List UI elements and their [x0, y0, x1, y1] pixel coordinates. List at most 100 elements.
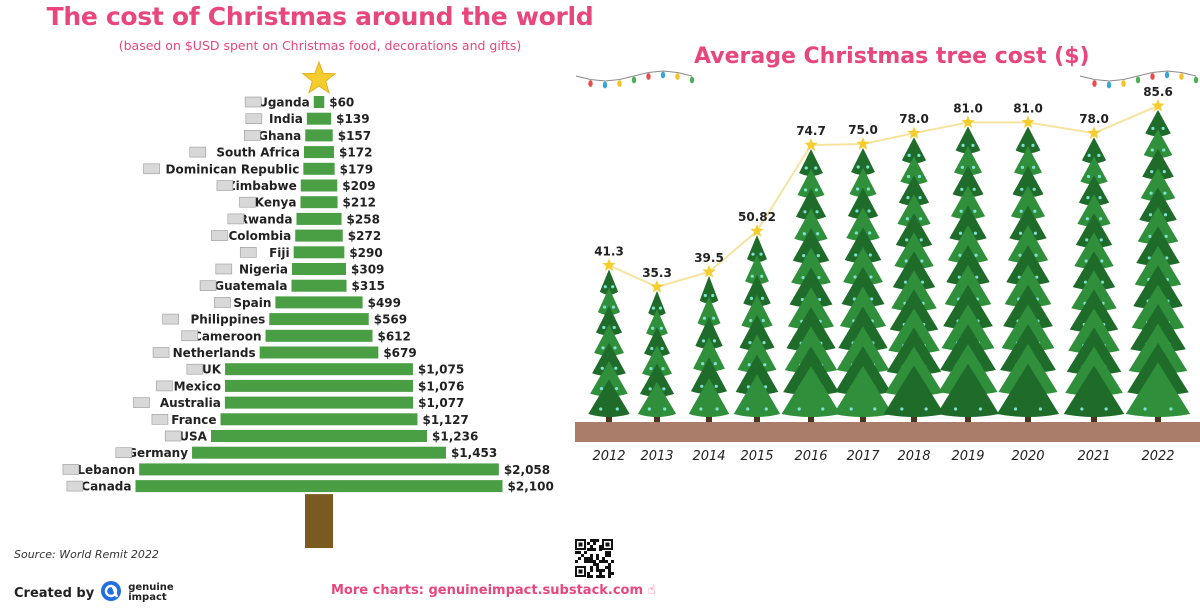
data-point-star-2014: [702, 264, 716, 278]
country-label: South Africa: [216, 146, 300, 160]
flag-icon: [156, 380, 173, 392]
country-label: UK: [202, 363, 222, 377]
country-label: Lebanon: [77, 463, 135, 477]
tree-top-star-icon: [301, 60, 337, 94]
value-label: $309: [351, 263, 384, 277]
created-by-label: Created by: [14, 585, 95, 601]
flag-icon: [143, 163, 160, 175]
flag-icon: [189, 146, 207, 158]
flag-icon: [216, 180, 234, 191]
country-label: Zimbabwe: [227, 179, 297, 193]
ground-strip: [575, 422, 1200, 442]
flag-icon: [214, 297, 231, 308]
lights-left-icon: [575, 70, 695, 89]
brand-name: genuine impact: [128, 582, 174, 603]
country-label: Colombia: [229, 229, 292, 243]
bar-fiji: [293, 246, 345, 259]
year-label-2022: 2022: [1141, 449, 1174, 464]
bar-colombia: [295, 229, 343, 242]
left-chart-subtitle: (based on $USD spent on Christmas food, …: [118, 38, 522, 53]
tree-2017: [833, 148, 893, 422]
tree-2019: [936, 126, 1000, 422]
value-label: $1,127: [422, 413, 468, 427]
value-label: $179: [340, 162, 373, 176]
value-label-2014: 39.5: [694, 251, 724, 265]
bar-mexico: [224, 379, 414, 392]
bar-india: [306, 112, 332, 125]
bar-dominican-republic: [303, 162, 335, 175]
flag-icon: [133, 397, 150, 408]
value-label: $679: [383, 346, 416, 360]
value-label-2022: 85.6: [1143, 85, 1173, 99]
data-point-star-2022: [1151, 98, 1165, 112]
value-label: $315: [352, 279, 385, 293]
data-point-star-2015: [750, 224, 764, 237]
tree-2021: [1063, 137, 1125, 422]
series-line: [608, 104, 1159, 288]
year-label-2015: 2015: [740, 449, 773, 464]
flag-icon: [186, 363, 204, 375]
value-label: $499: [368, 296, 401, 310]
bar-nigeria: [291, 263, 347, 275]
bar-philippines: [269, 313, 369, 326]
bar-zimbabwe: [300, 179, 338, 192]
tree-trunk: [305, 494, 333, 548]
data-point-star-2018: [907, 126, 921, 139]
bar-australia: [224, 396, 414, 409]
country-label: Kenya: [255, 196, 297, 210]
lights-right-icon: [1079, 70, 1199, 89]
bar-guatemala: [291, 279, 347, 292]
value-label: $612: [377, 329, 410, 343]
country-label: Dominican Republic: [165, 162, 299, 176]
flag-icon: [181, 330, 199, 342]
bar-lebanon: [139, 463, 499, 476]
value-label: $290: [349, 246, 382, 260]
flag-icon: [211, 230, 228, 241]
country-label: Rwanda: [239, 212, 293, 226]
tree-2020: [996, 126, 1060, 422]
flag-icon: [245, 113, 263, 125]
data-point-star-2017: [856, 137, 870, 150]
genuine-impact-logo-icon: [100, 580, 122, 606]
more-charts-link[interactable]: More charts: genuineimpact.substack.com …: [331, 583, 656, 598]
bar-uk: [225, 363, 413, 376]
flag-icon: [62, 464, 80, 475]
left-chart-title: The cost of Christmas around the world: [46, 2, 594, 31]
country-label: Nigeria: [239, 263, 288, 277]
country-label: Mexico: [174, 379, 221, 393]
country-label: Australia: [160, 396, 221, 410]
flag-icon: [151, 413, 169, 425]
country-label: Fiji: [269, 246, 290, 260]
country-label: USA: [179, 430, 207, 444]
tree-2014: [688, 275, 730, 422]
data-point-star-2021: [1087, 126, 1101, 139]
tree-2012: [588, 269, 630, 422]
year-label-2019: 2019: [951, 449, 984, 464]
value-label-2015: 50.82: [738, 210, 776, 224]
value-label: $1,236: [432, 430, 478, 444]
qr-code-icon[interactable]: [574, 538, 614, 578]
value-label-2013: 35.3: [642, 266, 672, 280]
country-label: Cameroon: [193, 329, 262, 343]
flag-icon: [152, 347, 170, 358]
created-by: Created by genuine impact: [14, 580, 178, 606]
country-cost-bar-chart: $60 Uganda $139 India $157 Ghana $172 South Afr…: [62, 60, 554, 548]
data-point-star-2019: [961, 115, 975, 129]
country-label: France: [171, 413, 216, 427]
tree-2018: [883, 137, 945, 422]
year-label-2016: 2016: [794, 449, 827, 464]
year-label-2018: 2018: [897, 449, 930, 464]
source-note: Source: World Remit 2022: [14, 548, 159, 561]
value-label: $209: [342, 179, 375, 193]
country-label: Guatemala: [214, 279, 287, 293]
value-label: $1,075: [418, 363, 464, 377]
bar-canada: [135, 480, 503, 493]
flag-icon: [239, 196, 256, 208]
data-point-star-2020: [1021, 115, 1035, 129]
bar-rwanda: [296, 212, 342, 225]
year-label-2013: 2013: [640, 449, 673, 464]
bar-netherlands: [259, 346, 379, 359]
year-label-2021: 2021: [1077, 449, 1110, 464]
value-label-2016: 74.7: [796, 124, 826, 138]
flag-icon: [199, 280, 217, 291]
